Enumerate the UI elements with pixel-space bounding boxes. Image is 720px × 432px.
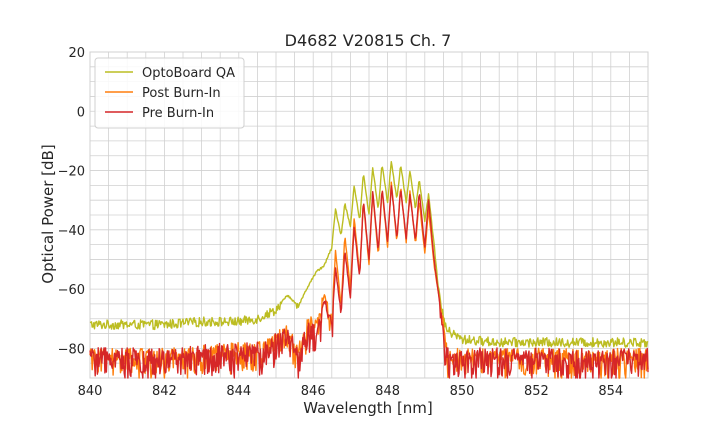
legend-box <box>94 57 245 129</box>
x-axis-label: Wavelength [nm] <box>303 399 433 417</box>
y-tick-label: −40 <box>58 224 85 239</box>
tick-labels: 840 842 844 846 848 850 852 854 20 0 −20 −40 −60 −80 <box>58 46 624 399</box>
x-tick-label: 848 <box>375 384 400 399</box>
series-line-pre-burn-in <box>89 185 649 379</box>
series-layer <box>89 160 649 379</box>
y-tick-label: 0 <box>77 105 85 120</box>
chart-title: D4682 V20815 Ch. 7 <box>285 31 452 50</box>
legend-label-pre-burn-in: Pre Burn-In <box>142 106 214 121</box>
y-tick-label: −80 <box>58 342 85 357</box>
x-tick-label: 842 <box>152 384 177 399</box>
y-axis-label: Optical Power [dB] <box>39 144 57 283</box>
x-tick-label: 844 <box>226 384 251 399</box>
y-tick-label: −60 <box>58 283 85 298</box>
x-tick-label: 846 <box>301 384 326 399</box>
y-tick-label: 20 <box>68 46 85 61</box>
x-tick-label: 840 <box>78 384 103 399</box>
legend-label-optoboard-qa: OptoBoard QA <box>142 66 235 81</box>
series-line-optoboard-qa <box>89 160 649 348</box>
x-tick-label: 850 <box>450 384 475 399</box>
x-tick-label: 854 <box>598 384 623 399</box>
x-tick-label: 852 <box>524 384 549 399</box>
legend-label-post-burn-in: Post Burn-In <box>142 86 221 101</box>
series-line-post-burn-in <box>89 181 649 379</box>
plot-frame <box>89 51 649 379</box>
y-tick-label: −20 <box>58 165 85 180</box>
legend: OptoBoard QA Post Burn-In Pre Burn-In <box>94 57 245 129</box>
